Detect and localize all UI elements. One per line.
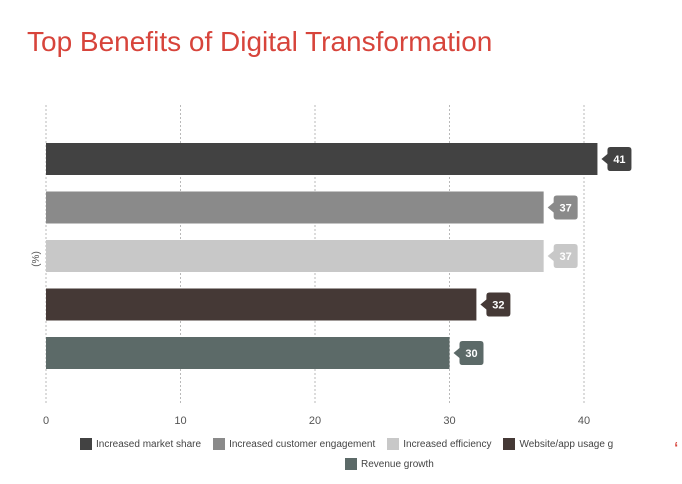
- bar: [46, 240, 544, 272]
- legend-label: Increased market share: [96, 438, 202, 450]
- legend-row: Revenue growth: [80, 456, 682, 472]
- data-label: 32: [492, 300, 504, 312]
- x-tick-label: 30: [443, 415, 455, 427]
- bar: [46, 337, 450, 369]
- data-label: 37: [560, 203, 572, 215]
- data-label: 41: [613, 154, 625, 166]
- x-tick-label: 20: [309, 415, 321, 427]
- legend-item: Increased market share: [80, 438, 201, 450]
- data-label-callout: [547, 195, 578, 220]
- legend-label: Website/app usage g: [519, 438, 614, 450]
- legend-item: Website/app usage g: [503, 438, 613, 450]
- data-label-callout: [480, 292, 511, 317]
- data-label-callout: [601, 147, 632, 171]
- legend-swatch: [503, 438, 516, 450]
- data-label-callout: [547, 244, 578, 268]
- legend-row: Increased market share Increased customer…: [80, 436, 682, 452]
- legend-swatch: [213, 438, 226, 450]
- legend-item: Revenue growth: [345, 458, 434, 470]
- legend-label: Increased efficiency: [403, 438, 492, 450]
- data-label: 30: [465, 348, 477, 360]
- bar-chart: 0 10 20 30 40 (%) 41 37 37 32 30: [31, 105, 632, 427]
- x-tick-label: 40: [578, 415, 590, 427]
- legend-swatch: [80, 438, 92, 450]
- chart-legend: Increased market share Increased customer…: [80, 436, 682, 476]
- bar: [46, 288, 477, 321]
- legend-label: Revenue growth: [361, 458, 434, 470]
- data-label: 37: [560, 251, 572, 263]
- corner-mark: ‘: [674, 440, 679, 461]
- chart-title: Top Benefits of Digital Transformation: [27, 26, 493, 57]
- x-tick-label: 0: [43, 415, 49, 427]
- legend-swatch: [345, 458, 357, 470]
- legend-item: Increased customer engagement: [213, 438, 375, 450]
- legend-label: Increased customer engagement: [229, 438, 376, 450]
- legend-item: Increased efficiency: [387, 438, 491, 450]
- bar: [46, 143, 598, 175]
- data-label-callout: [453, 341, 484, 365]
- legend-swatch: [387, 438, 400, 450]
- x-tick-label: 10: [174, 415, 186, 427]
- bar: [46, 191, 544, 224]
- y-axis-label: (%): [31, 251, 42, 267]
